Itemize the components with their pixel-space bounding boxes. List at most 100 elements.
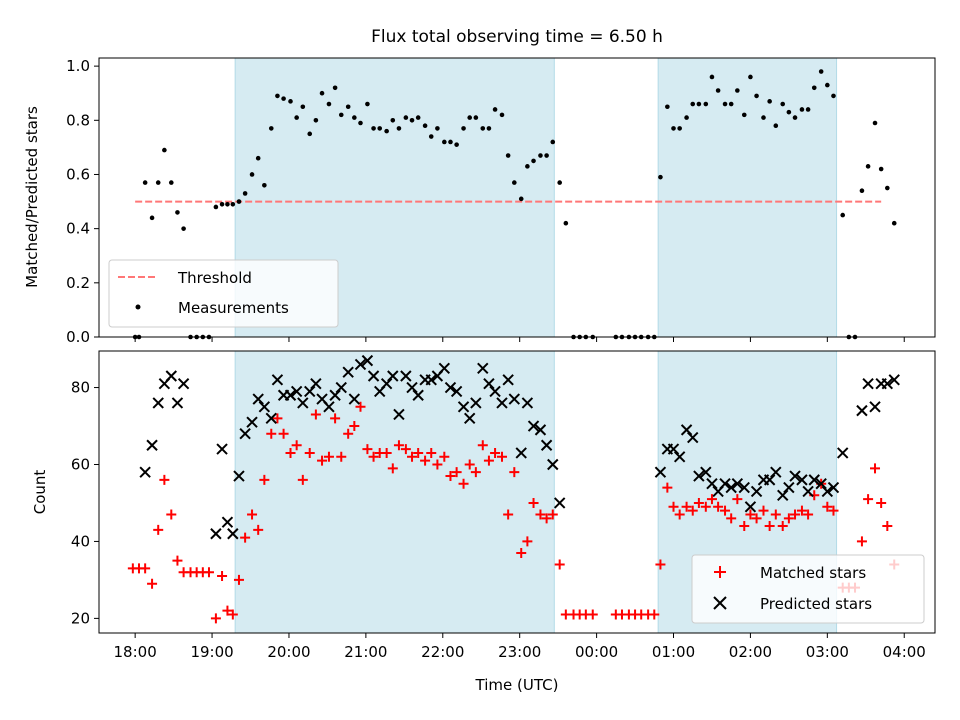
predicted-star-point <box>239 428 251 440</box>
measurement-point <box>428 134 434 139</box>
measurement-point <box>818 69 824 74</box>
predicted-star-point <box>463 412 476 425</box>
matched-star-point <box>713 501 724 512</box>
measurement-point <box>748 74 753 80</box>
matched-star-point <box>278 428 289 439</box>
measurement-point <box>878 166 884 172</box>
measurement-point <box>512 180 517 185</box>
predicted-star-point <box>146 439 158 451</box>
predicted-star-point <box>297 397 309 409</box>
predicted-star-point <box>387 370 399 382</box>
predicted-star-point <box>450 385 463 398</box>
predicted-star-point <box>252 393 264 405</box>
measurement-point <box>518 196 524 202</box>
top-legend: Threshold Measurements <box>108 259 339 328</box>
measurement-point <box>281 96 286 101</box>
predicted-star-point <box>210 528 222 540</box>
measurement-point <box>365 101 370 107</box>
measurement-point <box>709 74 715 80</box>
predicted-star-point <box>821 485 834 498</box>
matched-star-point <box>535 509 546 520</box>
y-tick-label: 0.2 <box>66 274 90 292</box>
measurement-point <box>225 201 230 207</box>
bottom-legend: Matched stars Predicted stars <box>691 554 925 624</box>
predicted-star-point <box>489 385 501 398</box>
matched-star-point <box>304 447 315 458</box>
measurement-point <box>658 174 663 180</box>
measurement-point <box>242 191 248 196</box>
measurement-point <box>840 212 846 218</box>
measurement-point <box>872 120 878 126</box>
measurement-point <box>825 82 830 88</box>
predicted-star-point <box>862 377 874 390</box>
measurement-point <box>155 180 161 185</box>
x-tick-label: 00:00 <box>575 643 618 661</box>
predicted-star-point <box>177 377 190 390</box>
matched-star-point <box>509 467 520 478</box>
top-plot-frame <box>98 57 936 338</box>
x-tick-label: 18:00 <box>114 643 157 661</box>
matched-star-point <box>876 497 887 508</box>
predicted-star-point <box>719 478 731 490</box>
measurement-point <box>767 99 772 104</box>
measurement-point <box>735 88 740 93</box>
predicted-star-point <box>367 370 380 382</box>
measurement-point <box>891 220 897 226</box>
predicted-star-point <box>329 389 341 401</box>
measurement-point <box>550 139 556 145</box>
measurement-point <box>557 180 562 185</box>
matched-star-point <box>330 413 341 424</box>
measurement-point <box>415 115 421 120</box>
measurement-point <box>531 158 536 164</box>
measurement-point <box>435 126 440 131</box>
predicted-star-point <box>258 401 271 413</box>
matched-star-point <box>227 609 238 620</box>
matched-star-point <box>470 467 481 478</box>
matched-star-point <box>343 428 354 439</box>
observing-window-shade <box>657 57 838 338</box>
predicted-star-point <box>271 374 284 386</box>
predicted-star-point <box>654 466 667 478</box>
predicted-star-point <box>216 443 228 455</box>
matched-star-point <box>522 536 533 547</box>
matched-star-point <box>720 505 731 516</box>
predicted-star-point <box>438 362 451 375</box>
predicted-star-point <box>789 470 801 482</box>
measurement-point <box>262 183 267 188</box>
legend-matched-swatch <box>714 566 726 578</box>
y-tick-label: 0.0 <box>66 328 90 346</box>
matched-star-point <box>355 401 366 412</box>
measurement-point <box>454 142 459 147</box>
matched-star-point <box>726 513 737 524</box>
predicted-star-point <box>527 420 540 432</box>
measurement-point <box>865 164 871 169</box>
matched-star-point <box>259 474 270 485</box>
matched-star-point <box>777 521 788 532</box>
measurement-point <box>377 126 383 131</box>
measurement-point <box>396 126 402 131</box>
measurement-point <box>409 118 415 123</box>
measurement-point <box>684 115 689 120</box>
matched-star-point <box>147 578 158 589</box>
predicted-star-point <box>808 474 820 486</box>
matched-star-point <box>451 467 462 478</box>
matched-star-point <box>790 509 801 520</box>
matched-star-point <box>464 459 475 470</box>
measurement-point <box>754 93 759 99</box>
matched-star-point <box>764 521 775 532</box>
matched-star-point <box>700 501 711 512</box>
measurement-point <box>728 101 734 107</box>
measurement-point <box>313 118 319 123</box>
measurement-point <box>213 204 219 210</box>
top-y-axis-label: Matched/Predicted stars <box>23 106 41 288</box>
predicted-star-point <box>796 474 808 486</box>
predicted-star-point <box>502 374 514 386</box>
measurement-point <box>230 201 236 207</box>
measurement-point <box>499 112 505 118</box>
matched-star-point <box>770 509 781 520</box>
predicted-star-point <box>508 393 521 405</box>
measurement-point <box>345 104 351 110</box>
matched-star-point <box>739 521 750 532</box>
matched-star-point <box>745 509 756 520</box>
